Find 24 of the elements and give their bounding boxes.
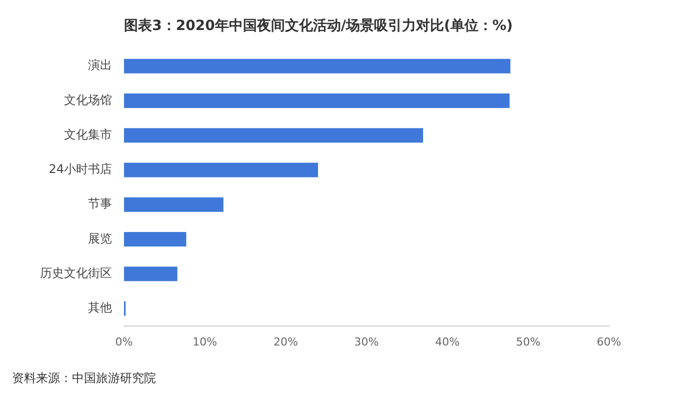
y-tick-label: 节事 (88, 196, 112, 211)
bar (124, 266, 178, 282)
bar (124, 58, 510, 74)
bar (124, 93, 510, 108)
chart-title: 图表3：2020年中国夜间文化活动/场景吸引力对比(单位：%) (124, 17, 513, 34)
y-tick-label: 文化集市 (64, 127, 112, 142)
bar (124, 128, 424, 143)
bar (124, 162, 318, 178)
bar (124, 197, 224, 212)
y-tick-label: 文化场馆 (64, 92, 112, 107)
x-tick-label: 0% (115, 335, 133, 348)
y-tick-label: 历史文化街区 (40, 266, 112, 280)
x-tick-label: 30% (354, 335, 379, 348)
y-tick-label: 其他 (88, 300, 112, 315)
x-tick-label: 50% (516, 335, 540, 348)
bar (124, 232, 186, 247)
y-tick-label: 演出 (88, 58, 112, 72)
x-tick-label: 10% (192, 335, 218, 348)
y-tick-label: 24小时书店 (48, 162, 112, 176)
x-tick-label: 60% (596, 335, 622, 348)
x-tick-label: 40% (435, 335, 460, 348)
x-tick-label: 20% (273, 335, 298, 348)
y-tick-label: 展览 (88, 231, 112, 246)
text: 资料来源：中国旅游研究院 (12, 371, 156, 386)
